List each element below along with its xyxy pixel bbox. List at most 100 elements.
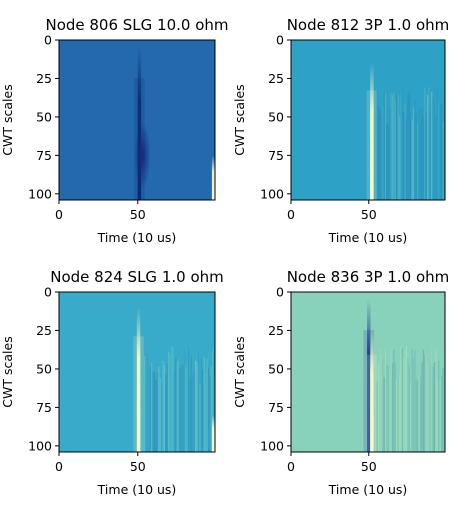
heatmap-area — [291, 40, 445, 200]
stripe — [426, 94, 429, 200]
x-tick-label: 0 — [287, 207, 295, 222]
stripe — [376, 381, 378, 452]
edge-feature — [211, 155, 215, 200]
stripe — [422, 349, 424, 452]
stripe — [403, 111, 405, 200]
stripe — [200, 358, 202, 452]
stripe — [433, 99, 436, 200]
y-axis-label: CWT scales — [0, 336, 15, 407]
stripe — [418, 108, 420, 200]
stripe — [195, 360, 197, 452]
spike-feature — [370, 63, 374, 200]
stripe — [436, 86, 438, 200]
stripe — [382, 105, 384, 200]
stripe — [145, 379, 147, 452]
edge-feature — [211, 415, 215, 452]
stripe — [382, 359, 384, 452]
stripe — [431, 346, 433, 452]
stripe — [391, 95, 394, 200]
stripe — [207, 367, 210, 452]
stripe — [377, 363, 380, 452]
stripe — [386, 123, 388, 200]
stripe — [387, 365, 389, 452]
axes-frame — [58, 291, 216, 453]
stripe — [403, 357, 405, 452]
stripe — [439, 379, 441, 452]
stripe — [396, 379, 398, 452]
stripe — [408, 91, 410, 200]
stripe — [401, 348, 403, 452]
stripe — [404, 351, 406, 452]
stripe — [202, 369, 204, 452]
stripe — [432, 366, 434, 452]
stripe — [438, 360, 440, 452]
stripe — [442, 367, 444, 452]
stripe — [435, 349, 437, 452]
y-tick-label: 50 — [36, 109, 52, 124]
stripe — [386, 364, 388, 452]
stripe — [190, 356, 192, 452]
heatmap-background — [291, 40, 445, 200]
y-axis-label: CWT scales — [232, 84, 247, 155]
stripe — [425, 112, 427, 200]
stripe — [144, 356, 146, 452]
stripe — [389, 107, 391, 200]
panel-title: Node 812 3P 1.0 ohm — [287, 16, 450, 34]
stripe — [436, 381, 438, 452]
stripe — [389, 368, 391, 452]
stripe — [176, 361, 178, 452]
stripe — [154, 371, 156, 452]
stripe — [193, 369, 195, 452]
x-tick-label: 50 — [130, 459, 146, 474]
panel-title: Node 806 SLG 10.0 ohm — [45, 16, 228, 34]
stripe — [417, 122, 419, 200]
stripe — [424, 354, 426, 452]
x-axis-label: Time (10 us) — [97, 482, 177, 497]
y-tick-label: 50 — [268, 361, 284, 376]
stripe — [435, 116, 437, 200]
stripe — [185, 367, 187, 452]
stripe — [432, 96, 434, 200]
stripe — [179, 367, 181, 452]
heatmap-area — [59, 292, 215, 452]
stripe — [431, 91, 433, 200]
y-tick-label: 50 — [268, 109, 284, 124]
spike-feature — [367, 299, 371, 452]
stripe — [426, 363, 429, 452]
stripe — [390, 92, 392, 200]
stripe — [419, 124, 422, 200]
y-tick-label: 50 — [36, 361, 52, 376]
stripe — [152, 371, 154, 452]
y-tick-label: 100 — [260, 186, 284, 201]
stripe — [393, 349, 395, 452]
y-tick-label: 100 — [28, 186, 52, 201]
stripe — [165, 373, 167, 452]
stripe — [438, 101, 440, 200]
stripe — [408, 364, 410, 452]
stripe — [383, 377, 385, 452]
stripe — [206, 358, 208, 452]
stripe — [424, 87, 426, 200]
stripe — [405, 346, 408, 452]
stripe — [391, 363, 394, 452]
stripe — [182, 365, 184, 452]
axes-frame — [58, 39, 216, 201]
stripe — [390, 349, 392, 452]
y-tick-label: 25 — [36, 323, 52, 338]
y-axis-label: CWT scales — [0, 84, 15, 155]
x-tick-label: 0 — [55, 207, 63, 222]
x-tick-label: 50 — [361, 459, 377, 474]
stripe — [440, 103, 443, 200]
stripe — [421, 362, 423, 452]
stripe — [415, 377, 417, 452]
stripe — [171, 346, 173, 452]
stripe — [396, 95, 398, 200]
x-tick-label: 50 — [130, 207, 146, 222]
stripe — [161, 383, 163, 452]
stripe — [209, 377, 211, 452]
stripe — [379, 349, 381, 452]
y-tick-label: 25 — [36, 71, 52, 86]
stripe — [173, 371, 175, 452]
